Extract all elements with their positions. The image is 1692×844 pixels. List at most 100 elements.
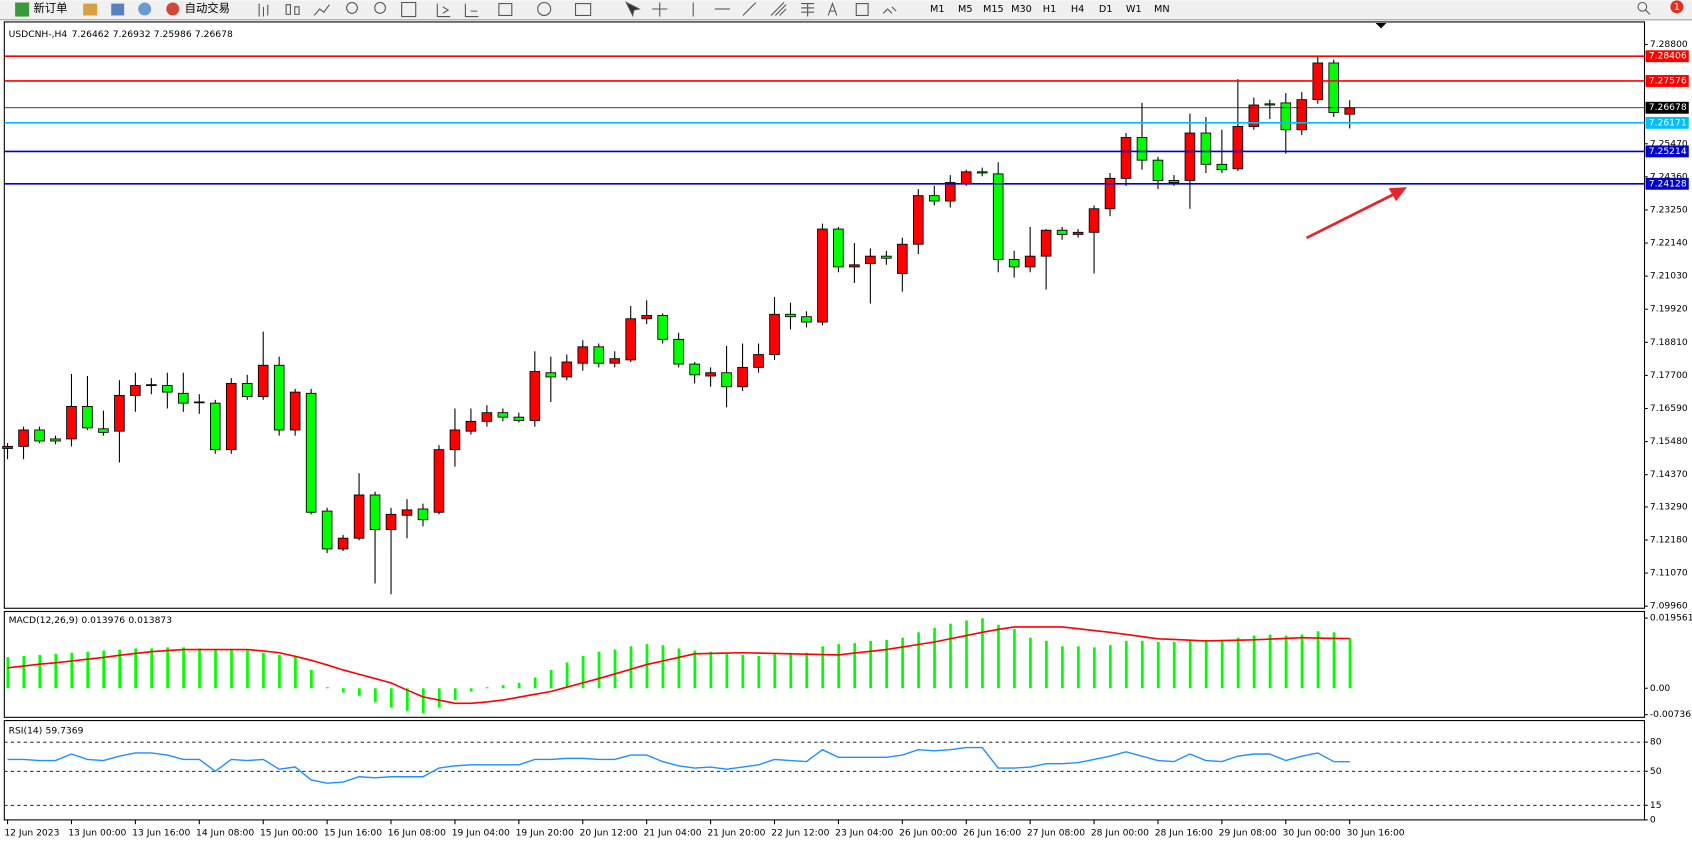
timeframe-bar: M1 M5 M15 M30 H1 H4 D1 W1 MN [930,4,1170,15]
candle-body [913,195,924,245]
timeframe-button[interactable]: M1 [930,4,945,15]
x-tick-label: 12 Jun 2023 [4,827,59,838]
candle-body [1056,229,1068,235]
candle-body [1264,103,1276,106]
price-label-box [1645,116,1689,129]
open: 7.26462 [72,28,110,39]
candle-body [1008,259,1020,268]
candle-body [1184,132,1196,181]
new-order-button[interactable]: 新订单 [33,1,67,15]
price-label: 7.24128 [1649,178,1687,189]
high: 7.26932 [113,28,151,39]
candle-body [194,401,205,404]
macd-bar [869,640,872,689]
candle-body [1296,99,1308,131]
line-icon[interactable] [313,4,330,16]
macd-bar [246,650,249,689]
x-tick-label: 15 Jun 00:00 [260,827,318,838]
macd-bar [118,649,122,689]
candle-body [577,346,589,364]
x-tick-label: 15 Jun 16:00 [324,827,382,838]
templates-icon[interactable] [574,3,592,17]
cursor-icon[interactable] [625,1,641,18]
macd-bar [565,662,569,689]
candle-body [1152,159,1164,181]
macd-bar [917,632,920,689]
price-label-box [1645,50,1689,63]
y-tick-label: 7.22140 [1650,238,1688,249]
candle-body [18,429,29,447]
x-tick-label: 30 Jun 00:00 [1283,827,1341,838]
macd-bar [310,669,313,689]
auto-trading-button[interactable]: 自动交易 [185,1,230,15]
y-tick-label: 7.21030 [1650,271,1688,282]
rsi-header: RSI(14) 59.7369 [9,725,84,736]
candle-body [785,313,796,318]
fibo-icon[interactable] [801,3,815,17]
timeframe-button[interactable]: MN [1154,4,1170,15]
label-icon[interactable] [855,3,869,17]
timeframe-button[interactable]: W1 [1126,4,1142,15]
candle-body [657,315,668,340]
tool-icon[interactable] [111,3,125,16]
y-tick-label: 7.12180 [1650,534,1688,545]
candle-body [529,371,541,421]
candle-body [1344,107,1356,115]
macd-bar [437,688,441,708]
periods-icon[interactable] [537,1,552,17]
x-tick-label: 28 Jun 16:00 [1155,827,1213,838]
shift-icon[interactable] [464,3,479,18]
alert-badge[interactable] [1670,0,1684,14]
symbol: USDCNH-,H4 [9,28,68,39]
timeframe-button[interactable]: H1 [1043,4,1056,15]
macd-bar [933,628,936,689]
macd-bar [693,650,697,689]
macd-bar [54,653,58,689]
scroll-icon[interactable] [436,3,451,18]
macd-bar [885,639,888,689]
auto-trading-icon[interactable] [166,2,180,16]
timeframe-button[interactable]: H4 [1071,4,1084,15]
trendline-icon[interactable] [742,2,757,16]
candle-body [401,509,413,516]
macd-bar [326,687,329,689]
macd-bar [1092,647,1096,689]
price-label: 7.27576 [1649,75,1687,86]
candle-icon[interactable] [285,4,300,15]
search-icon[interactable] [1637,1,1648,12]
candle-body [1120,137,1132,179]
macd-bar [262,652,265,689]
rsi-value: 59.7369 [46,725,84,736]
timeframe-button[interactable]: M30 [1011,4,1032,15]
y-tick-label: 7.14370 [1650,469,1688,480]
timeframe-button[interactable]: M15 [983,4,1004,15]
candle-body [146,384,157,386]
channel-icon[interactable] [770,2,787,16]
new-order-icon[interactable] [15,2,30,17]
candle-body [753,354,764,368]
text-icon[interactable] [827,2,838,16]
x-tick-label: 21 Jun 20:00 [707,827,765,838]
zoom-in-icon[interactable] [346,1,358,14]
indicators-icon[interactable] [498,3,513,17]
tile-icon[interactable] [401,1,417,18]
macd-bar [214,649,217,689]
zoom-out-icon[interactable] [374,1,387,14]
bar-chart-icon[interactable] [258,3,269,17]
macd-bar [198,648,201,689]
search-icon-handle [1645,9,1651,15]
x-tick-label: 29 Jun 08:00 [1219,827,1277,838]
price-label-box [1645,177,1689,190]
timeframe-button[interactable]: D1 [1099,4,1113,15]
macd-bar [134,648,138,689]
tool-icon[interactable] [83,3,98,16]
timeframe-button[interactable]: M5 [958,4,973,15]
arrows-icon[interactable] [882,6,897,14]
y-tick-label: 80 [1650,737,1662,748]
macd-bar [837,644,841,689]
candle-body [689,363,700,376]
tool-icon[interactable] [138,2,152,16]
candle-body [1168,180,1180,183]
macd-bar [150,648,153,689]
crosshair-icon[interactable] [652,2,668,17]
